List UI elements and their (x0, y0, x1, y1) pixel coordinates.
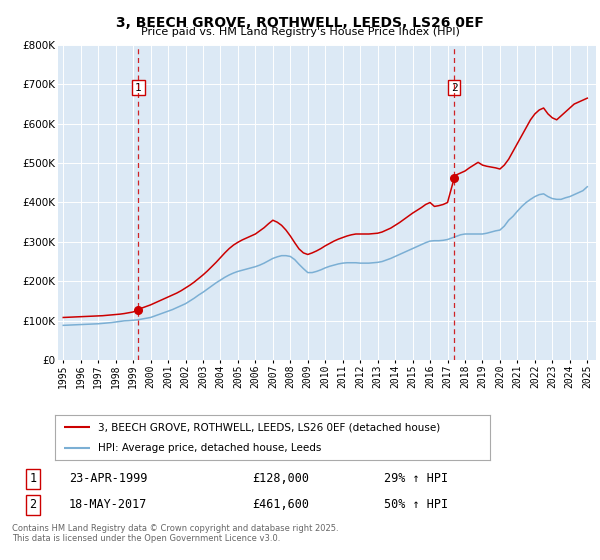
Text: 3, BEECH GROVE, ROTHWELL, LEEDS, LS26 0EF (detached house): 3, BEECH GROVE, ROTHWELL, LEEDS, LS26 0E… (98, 422, 441, 432)
Text: HPI: Average price, detached house, Leeds: HPI: Average price, detached house, Leed… (98, 443, 322, 453)
Text: 2: 2 (451, 82, 458, 92)
Text: Contains HM Land Registry data © Crown copyright and database right 2025.
This d: Contains HM Land Registry data © Crown c… (12, 524, 338, 543)
Text: 1: 1 (135, 82, 142, 92)
Text: £128,000: £128,000 (252, 473, 309, 486)
Text: £461,600: £461,600 (252, 498, 309, 511)
Text: Price paid vs. HM Land Registry's House Price Index (HPI): Price paid vs. HM Land Registry's House … (140, 27, 460, 37)
Text: 2: 2 (29, 498, 37, 511)
Text: 18-MAY-2017: 18-MAY-2017 (69, 498, 148, 511)
Text: 23-APR-1999: 23-APR-1999 (69, 473, 148, 486)
Text: 50% ↑ HPI: 50% ↑ HPI (384, 498, 448, 511)
Text: 1: 1 (29, 473, 37, 486)
Text: 29% ↑ HPI: 29% ↑ HPI (384, 473, 448, 486)
Text: 3, BEECH GROVE, ROTHWELL, LEEDS, LS26 0EF: 3, BEECH GROVE, ROTHWELL, LEEDS, LS26 0E… (116, 16, 484, 30)
